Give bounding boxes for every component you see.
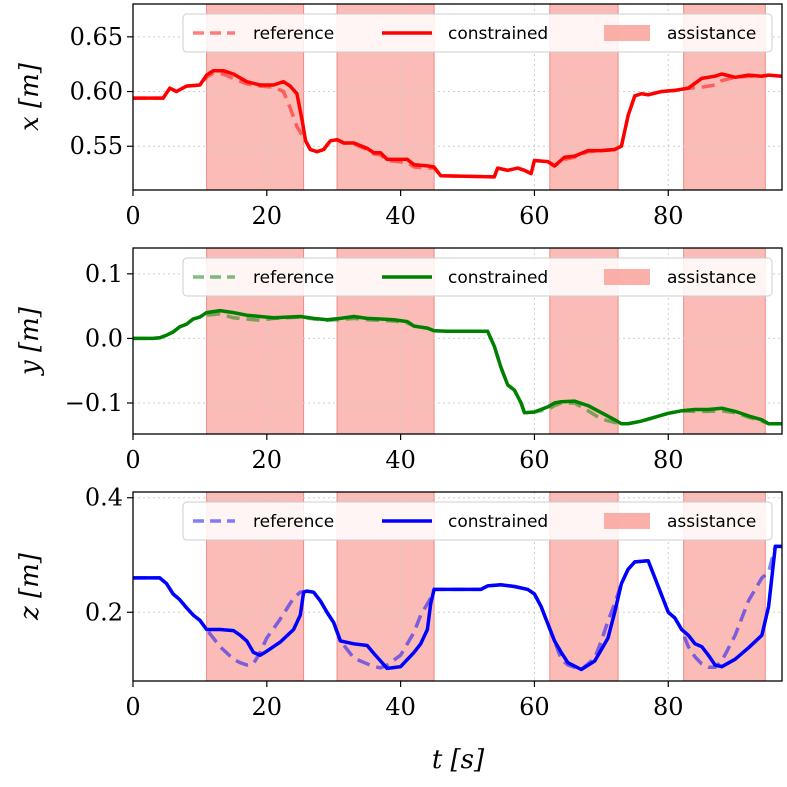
xtick-label: 80 [653, 446, 684, 474]
xtick-label: 0 [125, 202, 140, 230]
xticks-z: 0 20 40 60 80 [125, 681, 684, 721]
plot-frame-y [132, 247, 783, 435]
ylabel-x: x [m] [15, 62, 45, 131]
constrained-line-z [133, 544, 782, 672]
ytick-label: 0.65 [70, 23, 123, 51]
legend-y: reference constrained assistance [182, 257, 773, 297]
xtick-label: 40 [385, 446, 416, 474]
ytick-label: 0.55 [70, 132, 123, 160]
ytick-label: 0.4 [85, 484, 123, 512]
legend-reference-label: reference [253, 24, 334, 44]
xtick-label: 80 [653, 693, 684, 721]
xtick-label: 40 [385, 693, 416, 721]
legend-constrained-label: constrained [448, 512, 548, 532]
legend-reference-label: reference [253, 268, 334, 288]
xtick-label: 20 [252, 202, 283, 230]
legend-constrained-label: constrained [448, 24, 548, 44]
xtick-label: 0 [125, 693, 140, 721]
xticks-y: 0 20 40 60 80 [125, 434, 684, 474]
plot-frame-x [132, 3, 783, 191]
xlabel: t [s] [432, 745, 485, 775]
xtick-label: 60 [519, 693, 550, 721]
ytick-label: 0.1 [85, 260, 123, 288]
yticks-y: −0.1 0.0 0.1 [65, 260, 133, 417]
ytick-label: 0.2 [85, 598, 123, 626]
legend-box [182, 257, 773, 297]
xtick-label: 40 [385, 202, 416, 230]
ytick-label: 0.0 [85, 324, 123, 352]
plot-frame-z [132, 491, 783, 682]
legend-assistance-label: assistance [667, 24, 756, 44]
xtick-label: 60 [519, 202, 550, 230]
legend-assistance-swatch [604, 269, 650, 285]
xtick-label: 20 [252, 693, 283, 721]
xtick-label: 20 [252, 446, 283, 474]
ylabel-y: y [m] [15, 306, 45, 376]
yticks-x: 0.55 0.60 0.65 [70, 23, 133, 160]
legend-x: reference constrained assistance [182, 13, 773, 53]
subplot-x: 0.55 0.60 0.65 0 20 40 60 80 x [m] reference c… [15, 3, 783, 230]
ylabel-z: z [m] [15, 552, 45, 621]
xtick-label: 0 [125, 446, 140, 474]
legend-z: reference constrained assistance [182, 501, 773, 541]
yticks-z: 0.2 0.4 [85, 484, 133, 626]
xticks-x: 0 20 40 60 80 [125, 190, 684, 230]
legend-reference-label: reference [253, 512, 334, 532]
legend-assistance-label: assistance [667, 268, 756, 288]
legend-assistance-label: assistance [667, 512, 756, 532]
xtick-label: 80 [653, 202, 684, 230]
ytick-label: −0.1 [65, 389, 123, 417]
legend-box [182, 13, 773, 53]
legend-assistance-swatch [604, 25, 650, 41]
xtick-label: 60 [519, 446, 550, 474]
legend-constrained-label: constrained [448, 268, 548, 288]
subplot-z: 0.2 0.4 0 20 40 60 80 z [m] reference constra… [15, 484, 783, 721]
constrained-line-y [133, 308, 782, 426]
legend-assistance-swatch [604, 513, 650, 529]
constrained-line-x [133, 68, 783, 179]
ytick-label: 0.60 [70, 78, 123, 106]
legend-box [182, 501, 773, 541]
subplot-y: −0.1 0.0 0.1 0 20 40 60 80 y [m] reference con… [15, 247, 783, 474]
